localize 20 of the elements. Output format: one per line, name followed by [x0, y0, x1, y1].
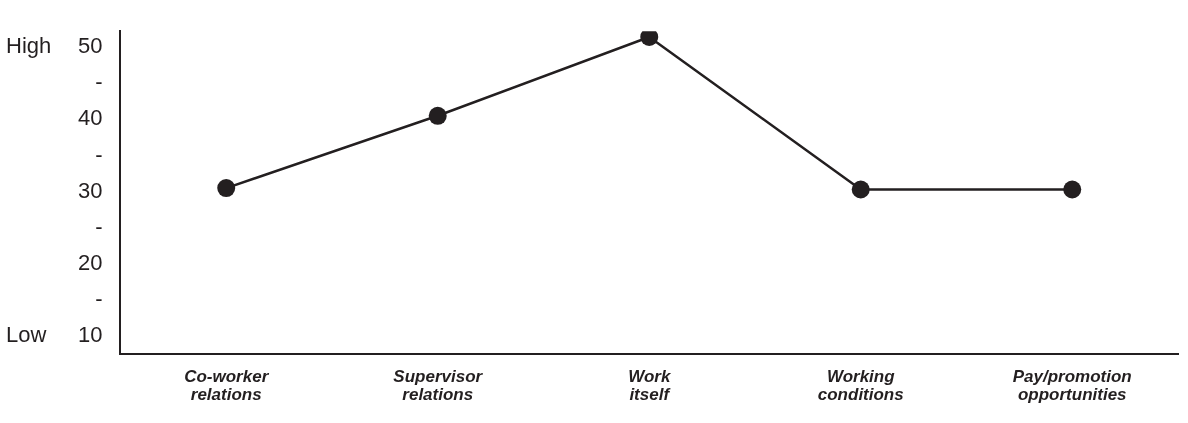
x-tick-label: Working conditions	[817, 366, 904, 405]
x-tick-label: Co-worker relations	[184, 366, 270, 405]
text: High	[6, 33, 52, 59]
point	[428, 106, 447, 125]
text: Low	[6, 322, 47, 348]
y-tick-label: 10	[77, 322, 103, 348]
y-tick-label: 20	[77, 250, 103, 276]
y-tick-label: 30	[77, 177, 103, 203]
y-tick-label: -	[95, 69, 103, 95]
x-tick-label: Pay/promotion opportunities	[1012, 366, 1132, 405]
x-tick-label: Work itself	[628, 366, 672, 405]
y-tick-label: 40	[77, 105, 103, 131]
x-tick-label: Supervisor relations	[393, 366, 484, 405]
point	[1063, 180, 1082, 199]
y-tick-label: -	[95, 213, 103, 239]
y-tick-label: 50	[77, 33, 103, 59]
point	[851, 180, 870, 199]
point	[217, 179, 236, 198]
y-tick-label: -	[95, 286, 103, 312]
y-tick-label: -	[95, 141, 103, 167]
